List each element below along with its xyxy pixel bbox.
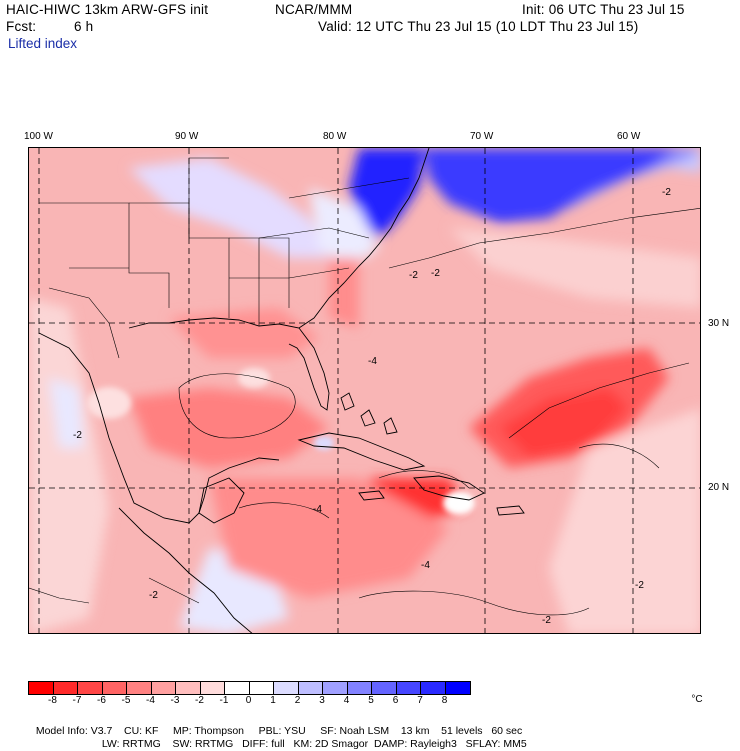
colorbar-swatch — [127, 682, 152, 694]
colorbar-tick-label: 2 — [294, 695, 301, 706]
colorbar-swatch — [151, 682, 176, 694]
colorbar-tick-label: -5 — [121, 695, 131, 706]
lon-label-80w: 80 W — [323, 131, 347, 142]
colorbar-swatch — [445, 682, 470, 694]
colorbar-swatch — [29, 682, 54, 694]
valid-time: Valid: 12 UTC Thu 23 Jul 15 (10 LDT Thu … — [318, 19, 639, 34]
colorbar-tick-label: -3 — [170, 695, 180, 706]
contour-label: -4 — [368, 356, 377, 367]
lat-label-20n: 20 N — [708, 482, 730, 493]
lon-label-60w: 60 W — [617, 131, 641, 142]
lon-label-90w: 90 W — [175, 131, 199, 142]
model-title: HAIC-HIWC 13km ARW-GFS init — [6, 2, 209, 17]
colorbar-tick-label: -4 — [146, 695, 155, 706]
colorbar — [28, 681, 471, 695]
colorbar-swatch — [176, 682, 201, 694]
fcst-label: Fcst: — [6, 19, 37, 34]
field-name: Lifted index — [8, 36, 78, 51]
colorbar-tick-label: 3 — [319, 695, 325, 706]
contour-label: -2 — [431, 268, 440, 279]
init-time: Init: 06 UTC Thu 23 Jul 15 — [522, 2, 685, 17]
colorbar-tick-label: -8 — [48, 695, 57, 706]
coastlines — [38, 148, 525, 633]
colorbar-tick-label: 8 — [441, 695, 448, 706]
model-info-dt: 60 sec — [491, 725, 523, 737]
colorbar-swatch — [249, 682, 274, 694]
model-info-line2: LW: RRTMG SW: RRTMG DIFF: full KM: 2D Sm… — [96, 725, 527, 751]
colorbar-tick-label: 5 — [368, 695, 374, 706]
colorbar-swatch — [102, 682, 127, 694]
model-info-line1: Model Info: V3.7 CU: KF MP: Thompson PBL… — [30, 712, 522, 738]
model-info-pbl: PBL: YSU — [258, 725, 306, 737]
model-info-sf: SF: Noah LSM — [320, 725, 390, 737]
contour-label: -2 — [635, 580, 644, 591]
contour-label: -2 — [662, 187, 671, 198]
lon-label-100w: 100 W — [24, 131, 53, 142]
model-info-version: Model Info: V3.7 — [35, 725, 113, 737]
colorbar-tick-label: 4 — [343, 695, 350, 706]
colorbar-swatch — [323, 682, 348, 694]
model-info-res: 13 km — [400, 725, 430, 737]
contour-labels: -2 -2 -2 -4 -4 -2 -2 -2 -4 -2 — [73, 187, 671, 626]
model-info-cu: CU: KF — [123, 725, 159, 737]
contour-label: -2 — [149, 590, 158, 601]
lon-label-70w: 70 W — [470, 131, 494, 142]
contour-label: -4 — [421, 560, 430, 571]
colorbar-tick-label: 6 — [392, 695, 399, 706]
contour-label: -2 — [542, 615, 551, 626]
colorbar-tick-label: -1 — [219, 695, 229, 706]
colorbar-tick-label: 0 — [245, 695, 252, 706]
model-info-levels: 51 levels — [441, 725, 483, 737]
fcst-value: 6 h — [74, 19, 94, 34]
colorbar-swatch — [53, 682, 78, 694]
latlon-grid — [29, 148, 700, 633]
colorbar-tick-label: 1 — [270, 695, 276, 706]
map-canvas: -2 -2 -2 -4 -4 -2 -2 -2 -4 -2 — [29, 148, 700, 633]
colorbar-swatch — [78, 682, 103, 694]
colorbar-swatch — [421, 682, 446, 694]
lat-label-30n: 30 N — [708, 318, 730, 329]
colorbar-swatch — [396, 682, 421, 694]
colorbar-swatch — [298, 682, 323, 694]
colorbar-swatch — [372, 682, 397, 694]
colorbar-swatch — [274, 682, 299, 694]
colorbar-tick-label: -2 — [195, 695, 204, 706]
contour-label: -2 — [409, 270, 418, 281]
field-shading — [29, 148, 700, 633]
contour-label: -2 — [73, 430, 82, 441]
org-label: NCAR/MMM — [275, 2, 353, 17]
colorbar-tick-label: -6 — [97, 695, 106, 706]
colorbar-unit: °C — [691, 694, 703, 705]
colorbar-swatch — [225, 682, 250, 694]
colorbar-swatch — [200, 682, 225, 694]
contour-label: -4 — [313, 504, 322, 515]
colorbar-tick-label: -7 — [72, 695, 82, 706]
lifted-index-map: -2 -2 -2 -4 -4 -2 -2 -2 -4 -2 — [28, 147, 701, 634]
colorbar-tick-label: 7 — [417, 695, 423, 706]
colorbar-swatch — [347, 682, 372, 694]
model-info-mp: MP: Thompson — [173, 725, 245, 737]
